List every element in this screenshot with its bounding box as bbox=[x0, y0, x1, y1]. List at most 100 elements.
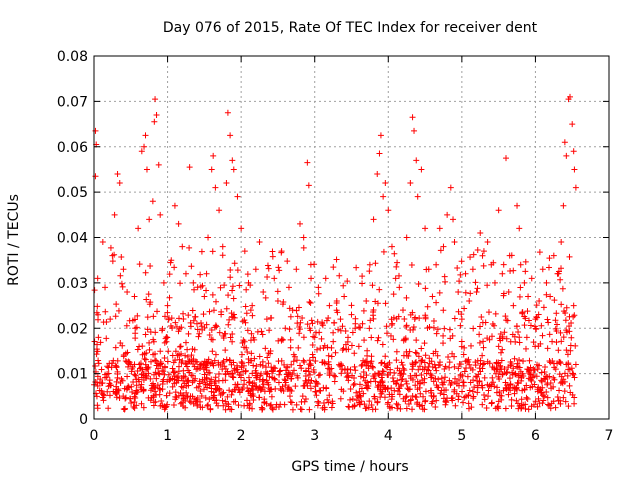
data-point bbox=[163, 392, 170, 399]
data-point bbox=[189, 346, 196, 353]
data-point bbox=[473, 288, 480, 295]
data-point bbox=[553, 328, 560, 335]
data-point bbox=[302, 368, 309, 375]
data-point bbox=[409, 360, 416, 367]
data-point bbox=[142, 132, 149, 139]
data-point bbox=[97, 339, 104, 346]
data-point bbox=[190, 400, 197, 407]
data-point bbox=[247, 307, 254, 314]
data-point bbox=[238, 225, 245, 232]
data-point bbox=[366, 268, 373, 275]
data-point bbox=[563, 152, 570, 159]
data-point bbox=[161, 355, 168, 362]
data-point bbox=[131, 371, 138, 378]
data-point bbox=[385, 399, 392, 406]
y-tick-label: 0.03 bbox=[57, 276, 88, 292]
data-point bbox=[348, 302, 355, 309]
data-point bbox=[499, 371, 506, 378]
data-point bbox=[312, 378, 319, 385]
data-point bbox=[321, 404, 328, 411]
data-point bbox=[169, 375, 176, 382]
data-point bbox=[369, 406, 376, 413]
data-point bbox=[351, 380, 358, 387]
data-point bbox=[455, 288, 462, 295]
data-point bbox=[376, 150, 383, 157]
data-point bbox=[561, 139, 568, 146]
data-point bbox=[495, 343, 502, 350]
data-point bbox=[300, 244, 307, 251]
data-point bbox=[531, 367, 538, 374]
data-point bbox=[159, 381, 166, 388]
data-point bbox=[137, 365, 144, 372]
data-point bbox=[342, 327, 349, 334]
y-tick-label: 0.04 bbox=[57, 231, 88, 247]
data-point bbox=[307, 299, 314, 306]
data-point bbox=[182, 339, 189, 346]
data-point bbox=[456, 360, 463, 367]
data-point bbox=[98, 366, 105, 373]
data-point bbox=[368, 402, 375, 409]
data-point bbox=[380, 248, 387, 255]
data-point bbox=[182, 352, 189, 359]
data-point bbox=[378, 360, 385, 367]
data-point bbox=[415, 366, 422, 373]
data-point bbox=[251, 355, 258, 362]
data-point bbox=[244, 349, 251, 356]
data-point bbox=[366, 398, 373, 405]
data-point bbox=[246, 378, 253, 385]
data-point bbox=[438, 375, 445, 382]
data-point bbox=[92, 173, 99, 180]
data-point bbox=[278, 357, 285, 364]
data-point bbox=[186, 369, 193, 376]
data-point bbox=[566, 313, 573, 320]
data-point bbox=[292, 383, 299, 390]
data-point bbox=[429, 293, 436, 300]
data-point bbox=[205, 369, 212, 376]
data-point bbox=[254, 387, 261, 394]
data-point bbox=[461, 368, 468, 375]
data-point bbox=[459, 372, 466, 379]
data-point bbox=[172, 319, 179, 326]
data-point bbox=[98, 390, 105, 397]
data-point bbox=[176, 315, 183, 322]
data-point bbox=[185, 382, 192, 389]
data-point bbox=[115, 307, 122, 314]
data-point bbox=[512, 338, 519, 345]
data-point bbox=[247, 337, 254, 344]
data-point bbox=[458, 316, 465, 323]
data-point bbox=[98, 380, 105, 387]
data-point bbox=[347, 366, 354, 373]
data-point bbox=[389, 375, 396, 382]
data-point bbox=[286, 393, 293, 400]
data-point bbox=[479, 252, 486, 259]
data-point bbox=[213, 397, 220, 404]
data-point bbox=[99, 394, 106, 401]
data-point bbox=[430, 392, 437, 399]
data-point bbox=[568, 334, 575, 341]
data-point bbox=[164, 302, 171, 309]
data-point bbox=[299, 315, 306, 322]
data-point bbox=[263, 400, 270, 407]
data-point bbox=[442, 363, 449, 370]
data-point bbox=[347, 396, 354, 403]
data-point bbox=[321, 360, 328, 367]
data-point bbox=[104, 388, 111, 395]
data-point bbox=[388, 322, 395, 329]
data-point bbox=[495, 207, 502, 214]
data-point bbox=[140, 370, 147, 377]
data-point bbox=[223, 180, 230, 187]
data-point bbox=[359, 320, 366, 327]
data-point bbox=[222, 371, 229, 378]
data-point bbox=[555, 268, 562, 275]
data-point bbox=[375, 370, 382, 377]
data-point bbox=[194, 320, 200, 327]
data-point bbox=[522, 258, 529, 265]
data-point bbox=[566, 382, 573, 389]
data-point bbox=[360, 307, 367, 314]
data-point bbox=[338, 370, 345, 377]
data-point bbox=[129, 364, 136, 371]
data-point bbox=[401, 367, 408, 374]
data-point bbox=[315, 372, 322, 379]
data-point bbox=[246, 405, 253, 412]
data-point bbox=[166, 294, 173, 301]
